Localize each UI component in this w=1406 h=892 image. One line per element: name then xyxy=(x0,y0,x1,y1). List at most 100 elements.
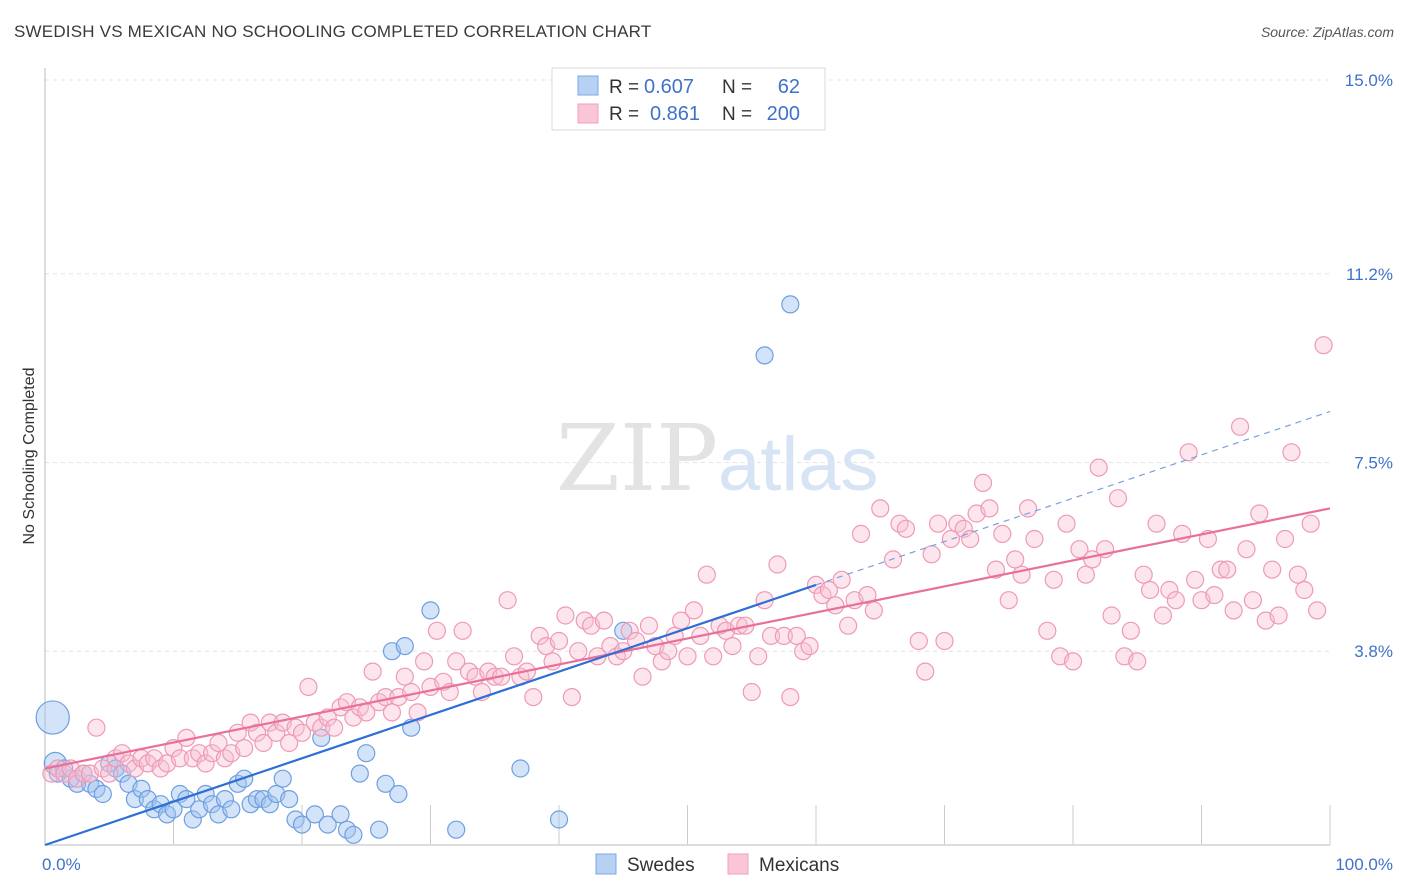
mexicans-point xyxy=(74,764,93,783)
mexicans-point xyxy=(1237,540,1256,559)
mexicans-point xyxy=(87,718,106,737)
mexicans-point xyxy=(1006,550,1025,569)
mexicans-point xyxy=(312,718,331,737)
chart-title: SWEDISH VS MEXICAN NO SCHOOLING COMPLETE… xyxy=(14,22,652,41)
mexicans-point xyxy=(235,738,254,758)
mexicans-point xyxy=(498,591,517,610)
swedes-point xyxy=(183,810,202,829)
swedes-trend-extension xyxy=(815,410,1331,586)
mexicans-point xyxy=(1025,529,1044,549)
bottom-legend-swatch-swedes xyxy=(595,853,617,875)
mexicans-point xyxy=(941,529,961,549)
mexicans-point xyxy=(292,723,312,742)
mexicans-point xyxy=(1218,560,1237,579)
mexicans-point xyxy=(1102,606,1121,625)
mexicans-point xyxy=(999,591,1018,610)
swedes-point xyxy=(292,815,312,834)
mexicans-point xyxy=(697,565,716,584)
swedes-point xyxy=(376,774,395,793)
mexicans-point xyxy=(1057,514,1076,533)
mexicans-point xyxy=(787,626,806,646)
mexicans-point xyxy=(1282,443,1301,462)
mexicans-point xyxy=(504,647,524,666)
mexicans-point xyxy=(986,560,1006,579)
swedes-point xyxy=(125,789,145,809)
y-tick-labels: 3.8% 7.5% 11.2% 15.0% xyxy=(1345,71,1393,661)
mexicans-point xyxy=(1108,489,1128,508)
mexicans-point xyxy=(1243,591,1263,610)
mexicans-point xyxy=(170,749,190,768)
swedes-point xyxy=(305,805,324,824)
mexicans-point xyxy=(594,611,614,630)
mexicans-point xyxy=(781,687,800,707)
mexicans-point xyxy=(254,733,273,753)
legend-n-label: N = xyxy=(722,77,752,98)
mexicans-point xyxy=(530,626,549,646)
mexicans-point xyxy=(993,524,1012,544)
mexicans-point xyxy=(800,636,819,656)
mexicans-point xyxy=(742,682,761,702)
legend-swatch-swedes xyxy=(577,75,599,96)
swedes-point xyxy=(318,815,337,834)
swedes-point xyxy=(273,769,292,788)
mexicans-point xyxy=(1089,458,1108,477)
legend-r-label: R = xyxy=(609,104,639,125)
x-tick-label: 0.0% xyxy=(42,855,81,874)
mexicans-point xyxy=(1308,601,1327,620)
swedes-point xyxy=(511,759,530,778)
mexicans-point xyxy=(659,642,678,661)
mexicans-point xyxy=(1044,570,1063,589)
mexicans-point xyxy=(325,718,344,737)
mexicans-point xyxy=(1038,621,1057,640)
mexicans-point xyxy=(1153,606,1173,625)
mexicans-point xyxy=(1211,560,1230,579)
mexicans-point xyxy=(826,596,845,615)
y-tick-label: 3.8% xyxy=(1354,642,1393,661)
legend-n-swedes: 62 xyxy=(778,76,800,98)
swedes-point xyxy=(781,295,800,314)
mexicans-point xyxy=(280,733,299,753)
swedes-point xyxy=(370,820,389,839)
bottom-legend-mexicans: Mexicans xyxy=(759,855,839,876)
bottom-legend: Swedes Mexicans xyxy=(595,853,839,876)
swedes-point xyxy=(549,810,569,829)
swedes-point xyxy=(447,820,466,839)
mexicans-point xyxy=(382,703,402,722)
legend-r-label: R = xyxy=(609,77,639,98)
mexicans-point xyxy=(556,606,575,625)
mexicans-point xyxy=(928,514,948,533)
swedes-point xyxy=(68,774,87,793)
mexicans-point xyxy=(1224,601,1243,620)
mexicans-point xyxy=(864,601,883,620)
mexicans-point xyxy=(1295,580,1314,600)
mexicans-point xyxy=(414,652,434,671)
mexicans-point xyxy=(652,652,671,671)
mexicans-point xyxy=(1063,652,1083,671)
mexicans-point xyxy=(973,473,993,492)
series-mexicans xyxy=(42,336,1333,788)
mexicans-point xyxy=(935,631,954,651)
x-tick-label: 100.0% xyxy=(1335,855,1393,874)
swedes-point xyxy=(357,744,376,763)
swedes-point xyxy=(35,700,70,735)
mexicans-point xyxy=(851,524,871,544)
mexicans-point xyxy=(1314,336,1333,355)
swedes-trend-line xyxy=(44,583,817,847)
mexicans-point xyxy=(1263,560,1282,579)
bottom-legend-swedes: Swedes xyxy=(627,855,695,876)
swedes-point xyxy=(93,784,112,804)
mexicans-point xyxy=(1070,540,1089,559)
mexicans-point xyxy=(562,687,581,707)
mexicans-point xyxy=(1250,504,1269,523)
mexicans-point xyxy=(620,621,639,640)
mexicans-point xyxy=(1179,443,1198,462)
swedes-point xyxy=(421,601,440,620)
mexicans-point xyxy=(196,754,215,773)
mexicans-point xyxy=(1166,591,1185,610)
swedes-point xyxy=(312,728,331,748)
swedes-point xyxy=(260,795,279,814)
swedes-point xyxy=(222,800,241,819)
mexicans-point xyxy=(524,687,543,707)
axes xyxy=(44,68,1331,846)
